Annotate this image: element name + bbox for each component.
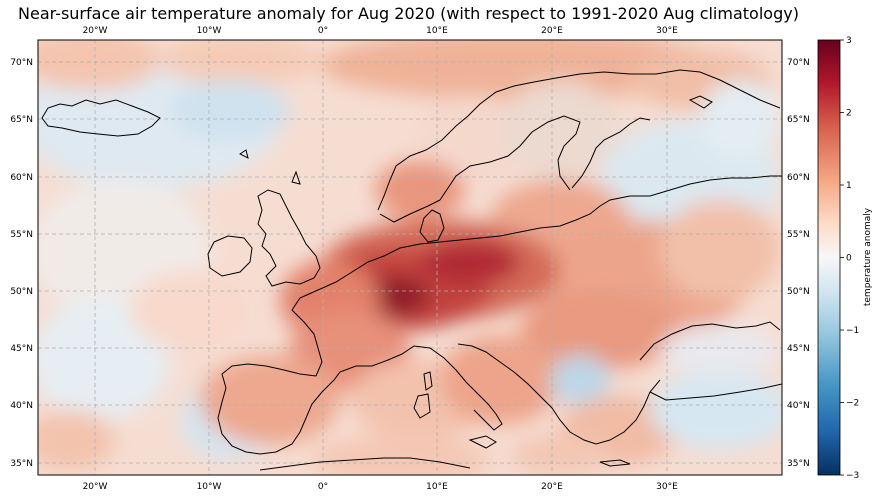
- iceland-coast: [41, 99, 161, 137]
- lon-label: 10°E: [426, 26, 448, 36]
- faroe-coast: [239, 149, 249, 159]
- lon-label: 0°: [318, 26, 328, 36]
- lat-label: 60°N: [10, 173, 33, 183]
- colorbar-tick-label: 1: [846, 181, 852, 191]
- colorbar-gradient: [817, 39, 841, 476]
- lon-label: 20°W: [83, 482, 108, 492]
- lon-label: 20°E: [541, 26, 563, 36]
- denmark-coast: [419, 209, 445, 243]
- continent-north-coast: [299, 175, 782, 299]
- lon-label: 10°W: [197, 482, 222, 492]
- lat-label: 65°N: [787, 115, 810, 125]
- britain-coast: [257, 189, 321, 287]
- lat-label: 70°N: [10, 58, 33, 68]
- lon-labels-top: 20°W 10°W 0° 10°E 20°E 30°E: [83, 26, 679, 36]
- lon-label: 10°W: [197, 26, 222, 36]
- shetland-coast: [291, 170, 301, 185]
- france-coast: [291, 297, 323, 377]
- finland-coast: [571, 117, 651, 189]
- colorbar-ticks: [840, 39, 844, 476]
- lon-label: 30°E: [656, 482, 678, 492]
- colorbar-tick-label: −3: [846, 471, 859, 481]
- med-france-italy-coast: [339, 345, 503, 431]
- lat-label: 45°N: [787, 344, 810, 354]
- lon-label: 10°E: [426, 482, 448, 492]
- anomaly-field: [38, 40, 782, 475]
- iberia-coast: [217, 363, 341, 455]
- scandinavia-coast: [377, 69, 781, 211]
- figure-title: Near-surface air temperature anomaly for…: [18, 4, 799, 23]
- lon-labels-bottom: 20°W 10°W 0° 10°E 20°E 30°E: [83, 482, 679, 492]
- colorbar-tick-labels: 3 2 1 0 −1 −2 −3: [846, 36, 859, 481]
- turkey-coast: [649, 383, 782, 401]
- lat-label: 45°N: [10, 344, 33, 354]
- corsica-coast: [423, 371, 433, 391]
- lat-label: 40°N: [10, 401, 33, 411]
- adriatic-coast: [457, 343, 661, 445]
- lat-label: 60°N: [787, 173, 810, 183]
- lat-label: 65°N: [10, 115, 33, 125]
- lat-label: 50°N: [10, 287, 33, 297]
- lat-label: 55°N: [10, 230, 33, 240]
- colorbar: 3 2 1 0 −1 −2 −3 temperature anomaly: [817, 36, 873, 481]
- ireland-coast: [207, 235, 253, 277]
- colorbar-label: temperature anomaly: [863, 207, 873, 306]
- lat-labels-right: 70°N 65°N 60°N 55°N 50°N 45°N 40°N 35°N: [787, 58, 810, 469]
- sweden-coast: [439, 115, 581, 201]
- sicily-coast: [468, 435, 497, 449]
- colorbar-tick-label: 2: [846, 109, 852, 119]
- lat-label: 50°N: [787, 287, 810, 297]
- lon-label: 20°W: [83, 26, 108, 36]
- north-africa-coast: [259, 457, 471, 471]
- crete-coast: [599, 459, 631, 467]
- sardinia-coast: [413, 393, 431, 419]
- black-sea-coast: [639, 321, 781, 361]
- lon-label: 30°E: [656, 26, 678, 36]
- lon-label: 20°E: [541, 482, 563, 492]
- colorbar-tick-label: 0: [846, 254, 852, 264]
- lat-label: 35°N: [10, 459, 33, 469]
- lat-labels-left: 70°N 65°N 60°N 55°N 50°N 45°N 40°N 35°N: [10, 58, 33, 469]
- arctic-island-coast: [688, 95, 713, 109]
- map-frame: [37, 39, 783, 476]
- lat-label: 40°N: [787, 401, 810, 411]
- lon-label: 0°: [318, 482, 328, 492]
- colorbar-tick-label: 3: [846, 36, 852, 46]
- lat-label: 70°N: [787, 58, 810, 68]
- coastlines: [41, 69, 782, 471]
- colorbar-tick-label: −2: [846, 399, 859, 409]
- norway-south-coast: [379, 199, 441, 223]
- colorbar-tick-label: −1: [846, 326, 859, 336]
- lat-label: 55°N: [787, 230, 810, 240]
- lat-label: 35°N: [787, 459, 810, 469]
